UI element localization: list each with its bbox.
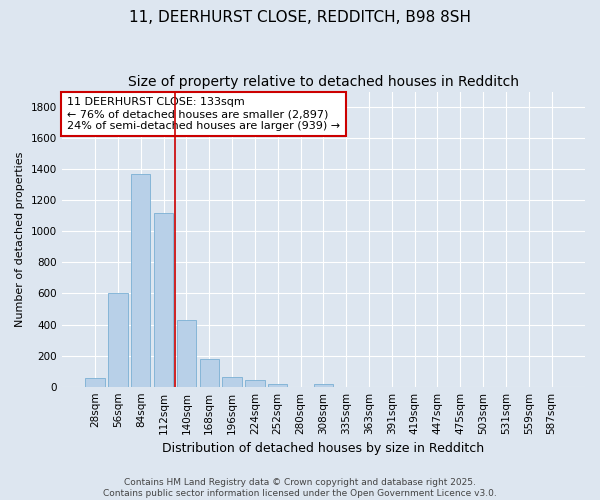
Bar	[177, 320, 196, 386]
Bar	[200, 360, 219, 386]
Text: 11 DEERHURST CLOSE: 133sqm
← 76% of detached houses are smaller (2,897)
24% of s: 11 DEERHURST CLOSE: 133sqm ← 76% of deta…	[67, 98, 340, 130]
Bar	[108, 292, 128, 386]
Bar	[223, 376, 242, 386]
Text: 11, DEERHURST CLOSE, REDDITCH, B98 8SH: 11, DEERHURST CLOSE, REDDITCH, B98 8SH	[129, 10, 471, 25]
Bar	[245, 380, 265, 386]
Bar	[131, 174, 151, 386]
X-axis label: Distribution of detached houses by size in Redditch: Distribution of detached houses by size …	[162, 442, 484, 455]
Y-axis label: Number of detached properties: Number of detached properties	[15, 152, 25, 327]
Bar	[85, 378, 105, 386]
Text: Contains HM Land Registry data © Crown copyright and database right 2025.
Contai: Contains HM Land Registry data © Crown c…	[103, 478, 497, 498]
Bar	[268, 384, 287, 386]
Bar	[314, 384, 333, 386]
Bar	[154, 212, 173, 386]
Title: Size of property relative to detached houses in Redditch: Size of property relative to detached ho…	[128, 75, 519, 89]
